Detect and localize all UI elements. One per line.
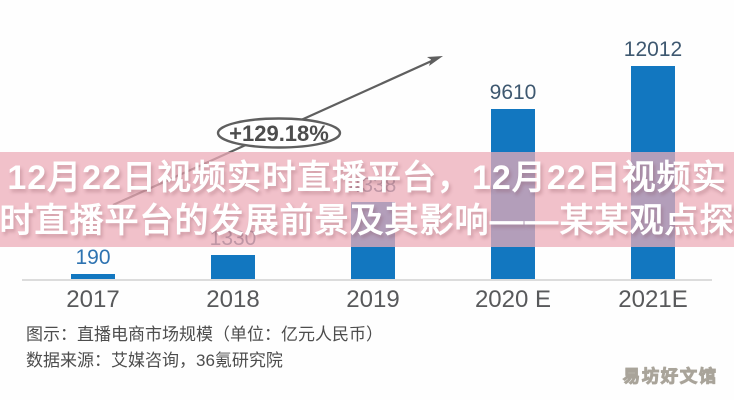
title-line-1: 12月22日视频实时直播平台，12月22日视频实	[7, 159, 727, 197]
title-overlay-band: 12月22日视频实时直播平台，12月22日视频实 时直播平台的发展前景及其影响—…	[0, 152, 734, 247]
trend-arrow-head	[427, 56, 443, 66]
chart-caption: 图示：直播电商市场规模（单位：亿元人民币） 数据来源：艾媒咨询，36氪研究院	[26, 322, 383, 374]
caption-line-source: 数据来源：艾媒咨询，36氪研究院	[26, 351, 283, 370]
bar	[211, 255, 255, 279]
growth-ellipse	[216, 117, 342, 149]
bar-value-label: 190	[75, 246, 111, 269]
title-line-2: 时直播平台的发展前景及其影响——某某观点探	[0, 202, 734, 240]
x-axis-line	[22, 279, 712, 281]
x-tick-label: 2020 E	[474, 286, 552, 313]
x-tick-label: 2018	[206, 286, 260, 313]
x-tick-label: 2019	[346, 286, 400, 313]
growth-label: +129.18%	[229, 121, 329, 146]
bar-value-label: 12012	[623, 38, 683, 61]
bar	[71, 274, 115, 279]
site-watermark: 易坊好文馆	[623, 367, 718, 387]
x-tick-label: 2017	[66, 286, 120, 313]
x-tick-label: 2021E	[618, 286, 688, 313]
bar-value-label: 9610	[489, 81, 537, 104]
caption-line-legend: 图示：直播电商市场规模（单位：亿元人民币）	[26, 325, 383, 344]
